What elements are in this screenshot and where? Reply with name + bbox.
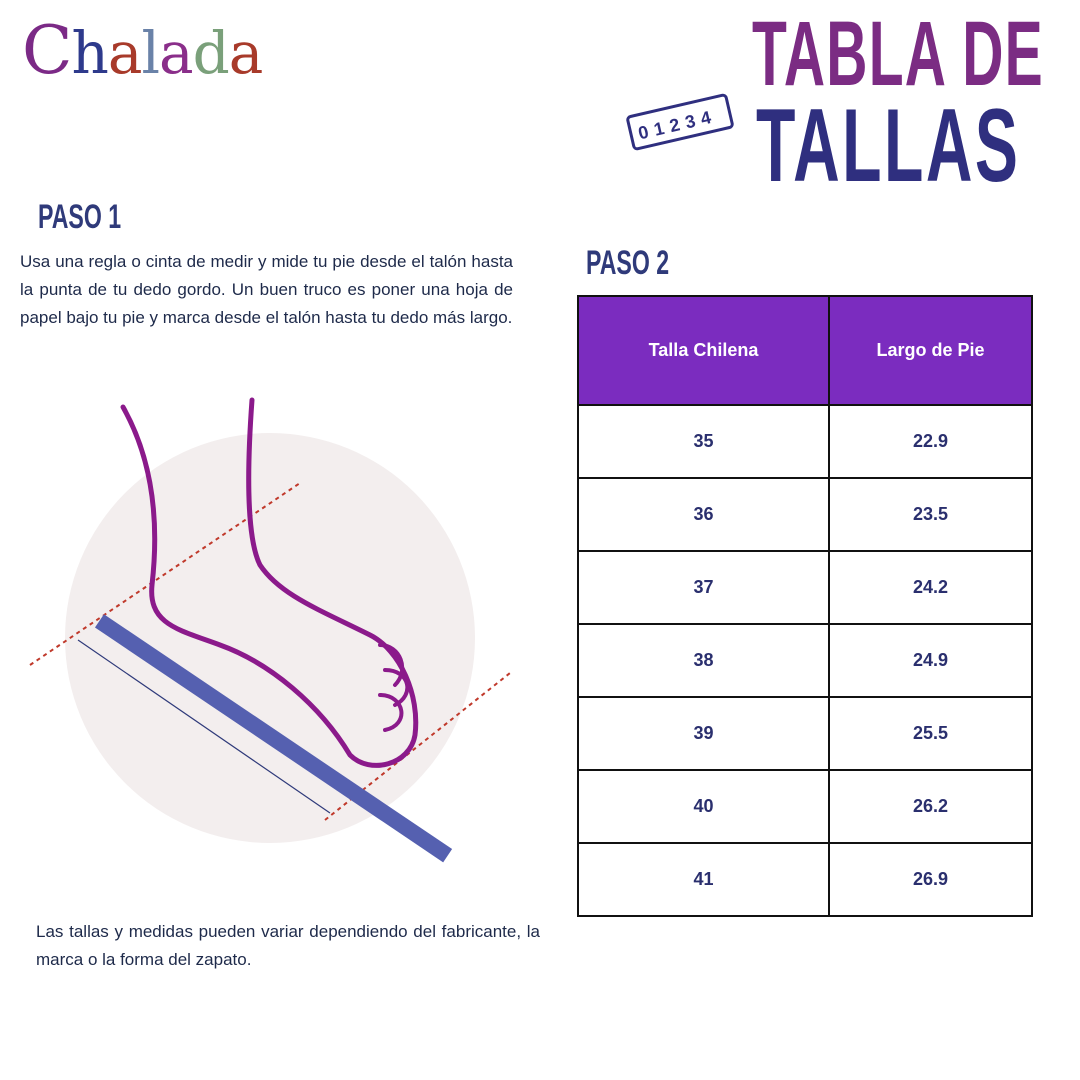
disclaimer-note: Las tallas y medidas pueden variar depen… — [36, 922, 540, 969]
step1-text: Usa una regla o cinta de medir y mide tu… — [20, 252, 513, 327]
size-table: Talla Chilena Largo de Pie 35 22.9 36 23.5… — [577, 295, 1033, 917]
table-row: 38 24.9 — [577, 623, 1033, 698]
header-talla: Talla Chilena — [577, 295, 830, 406]
foot-measure-illustration — [29, 397, 511, 863]
heel-guide-line — [29, 482, 301, 666]
table-row: 41 26.9 — [577, 842, 1033, 917]
chalada-logo: Chalada — [22, 12, 263, 89]
ruler-graphic — [94, 614, 453, 863]
measure-arrow — [77, 639, 331, 814]
page-title: TABLA DE TALLAS — [752, 3, 1044, 206]
step2-heading: PASO 2 — [586, 244, 670, 282]
title-line1: TABLA DE — [752, 3, 1044, 105]
size-cell: 40 — [577, 769, 830, 844]
length-cell: 24.9 — [828, 623, 1033, 698]
length-cell: 22.9 — [828, 404, 1033, 479]
size-cell: 39 — [577, 696, 830, 771]
background-circle — [65, 433, 475, 843]
length-cell: 25.5 — [828, 696, 1033, 771]
size-cell: 36 — [577, 477, 830, 552]
toes — [378, 643, 410, 732]
header-largo: Largo de Pie — [828, 295, 1033, 406]
step1-heading: PASO 1 — [38, 198, 122, 236]
length-cell: 23.5 — [828, 477, 1033, 552]
size-cell: 37 — [577, 550, 830, 625]
size-cell: 38 — [577, 623, 830, 698]
title-line2: TALLAS — [756, 88, 1021, 204]
table-row: 35 22.9 — [577, 404, 1033, 479]
size-cell: 41 — [577, 842, 830, 917]
table-row: 39 25.5 — [577, 696, 1033, 771]
table-row: 40 26.2 — [577, 769, 1033, 844]
table-row: 37 24.2 — [577, 550, 1033, 625]
length-cell: 24.2 — [828, 550, 1033, 625]
length-cell: 26.9 — [828, 842, 1033, 917]
length-cell: 26.2 — [828, 769, 1033, 844]
ruler-icon: 01234 — [625, 92, 735, 152]
size-cell: 35 — [577, 404, 830, 479]
foot-outline — [120, 397, 419, 768]
table-row: 36 23.5 — [577, 477, 1033, 552]
